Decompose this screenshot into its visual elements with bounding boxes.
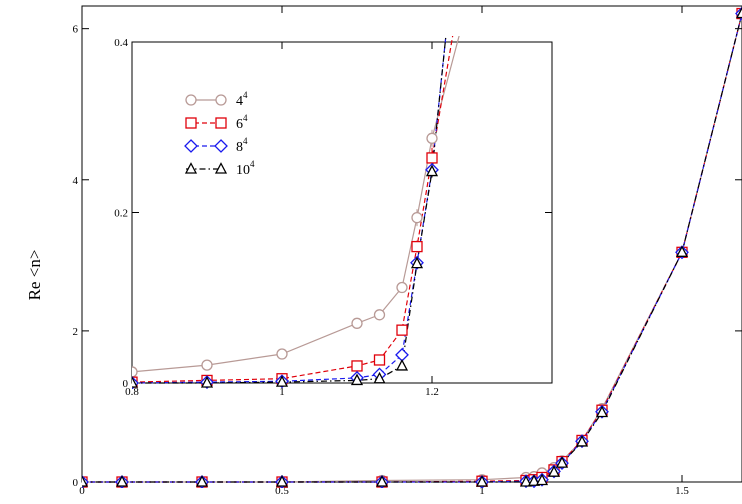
data-point-10-pow-4 bbox=[527, 474, 541, 486]
data-point-10-pow-4 bbox=[373, 371, 386, 384]
x-tick-label: 0.5 bbox=[275, 485, 289, 497]
legend-marker-end-10-pow-4 bbox=[214, 162, 228, 174]
y-tick-label: 0 bbox=[73, 477, 79, 489]
data-point-6-pow-4 bbox=[411, 240, 423, 253]
y-tick-label: 0.2 bbox=[114, 208, 128, 220]
data-point-6-pow-4 bbox=[396, 324, 408, 336]
data-point-10-pow-4 bbox=[475, 475, 489, 487]
y-tick-label: 6 bbox=[73, 24, 79, 36]
data-point-10-pow-4 bbox=[275, 375, 289, 387]
data-point-10-pow-4 bbox=[519, 475, 533, 487]
legend-marker-end-6-pow-4 bbox=[215, 117, 227, 129]
data-point-10-pow-4 bbox=[575, 435, 589, 447]
x-tick-label: 1 bbox=[279, 386, 285, 398]
data-point-4-pow-4 bbox=[411, 211, 423, 224]
legend-exponent-10-pow-4: 4 bbox=[250, 159, 255, 169]
inset-plot-panel: 0.8 1 1.2 0 0.2 0.4 bbox=[114, 36, 553, 398]
data-point-10-pow-4 bbox=[735, 6, 742, 19]
data-point-10-pow-4 bbox=[275, 475, 289, 487]
data-point-10-pow-4 bbox=[195, 475, 209, 487]
x-tick-label: 1.5 bbox=[675, 485, 689, 497]
x-tick-label: 0.8 bbox=[125, 386, 139, 398]
data-point-4-pow-4 bbox=[276, 348, 288, 360]
x-tick-label: 1 bbox=[479, 485, 485, 497]
data-point-10-pow-4 bbox=[535, 473, 549, 486]
data-point-6-pow-4 bbox=[426, 152, 438, 164]
legend-marker-start-10-pow-4 bbox=[184, 162, 198, 174]
plot-frame bbox=[131, 41, 553, 384]
legend-marker-start-8-pow-4 bbox=[184, 139, 198, 153]
data-point-4-pow-4 bbox=[373, 309, 386, 321]
y-axis-title: Re <n> bbox=[25, 250, 44, 301]
data-point-10-pow-4 bbox=[555, 456, 569, 468]
y-tick-label: 4 bbox=[73, 175, 79, 187]
x-tick-label: 1.2 bbox=[425, 386, 439, 398]
series-line-8-pow-4 bbox=[132, 36, 447, 384]
legend-marker-start-6-pow-4 bbox=[185, 117, 197, 129]
x-tick-label: 0 bbox=[79, 485, 85, 497]
data-point-6-pow-4 bbox=[351, 360, 363, 372]
y-tick-label: 0.4 bbox=[114, 37, 128, 49]
data-point-10-pow-4 bbox=[132, 376, 139, 388]
data-point-10-pow-4 bbox=[547, 465, 561, 477]
data-point-4-pow-4 bbox=[351, 317, 363, 329]
legend-exponent-8-pow-4: 4 bbox=[243, 136, 248, 146]
y-tick-label: 0 bbox=[123, 378, 129, 390]
data-point-10-pow-4 bbox=[350, 373, 364, 386]
y-tick-label: 2 bbox=[73, 326, 79, 338]
data-point-10-pow-4 bbox=[115, 475, 129, 487]
data-point-10-pow-4 bbox=[395, 359, 409, 371]
series-group bbox=[82, 6, 742, 488]
data-point-10-pow-4 bbox=[82, 475, 89, 487]
legend-exponent-4-pow-4: 4 bbox=[243, 90, 248, 100]
data-point-10-pow-4 bbox=[375, 475, 389, 487]
data-point-4-pow-4 bbox=[426, 132, 438, 144]
data-point-4-pow-4 bbox=[396, 281, 408, 294]
legend-marker-start-4-pow-4 bbox=[185, 94, 197, 106]
legend-marker-end-4-pow-4 bbox=[215, 94, 227, 106]
data-point-10-pow-4 bbox=[410, 256, 424, 269]
legend-exponent-6-pow-4: 4 bbox=[243, 113, 248, 123]
data-point-6-pow-4 bbox=[373, 354, 386, 366]
data-point-10-pow-4 bbox=[200, 376, 214, 388]
data-point-4-pow-4 bbox=[132, 366, 138, 378]
data-point-10-pow-4 bbox=[675, 245, 689, 257]
data-point-10-pow-4 bbox=[425, 164, 439, 177]
legend-marker-end-8-pow-4 bbox=[214, 139, 228, 153]
series-group bbox=[132, 36, 460, 389]
data-point-4-pow-4 bbox=[201, 359, 213, 371]
data-point-10-pow-4 bbox=[595, 405, 609, 418]
